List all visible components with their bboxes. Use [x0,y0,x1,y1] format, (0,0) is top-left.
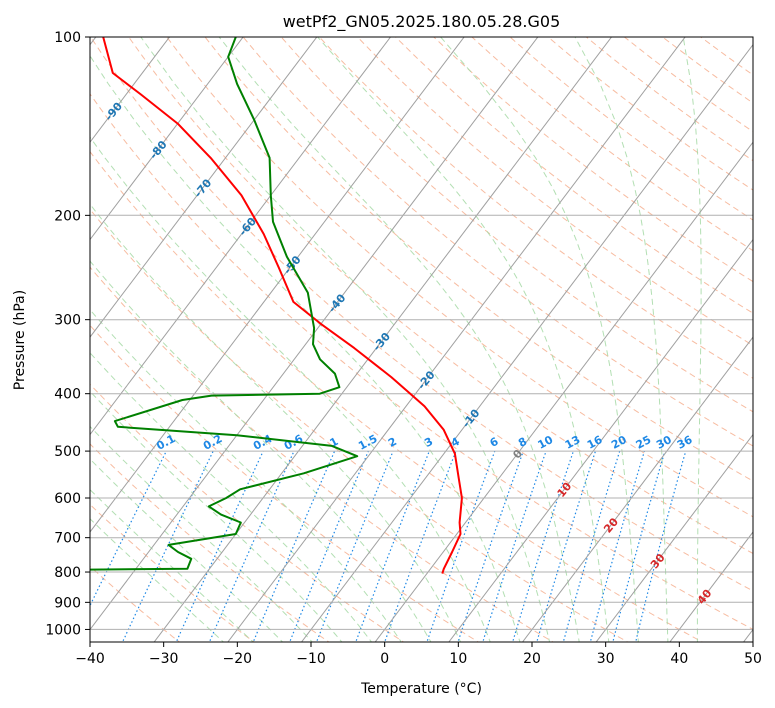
y-tick-label: 500 [54,444,81,460]
isotherm-line [300,43,753,642]
isotherm-line [227,37,686,642]
y-tick-label: 600 [54,491,81,507]
isotherm-line [448,238,753,642]
mixing-ratio-label: 13 [563,433,583,452]
mixing-ratio-line [511,450,574,642]
dry-adiabat [90,93,753,631]
isotherm-line [90,37,171,144]
mixing-ratio-label: 10 [536,433,556,452]
x-axis-ticks: −40 −30 −20 −10 0 10 20 30 40 50 [75,642,762,667]
dry-adiabat [128,37,753,554]
x-tick-label: −10 [296,651,326,667]
isotherm-line [521,336,753,642]
isotherm-line [90,37,465,533]
x-tick-label: 10 [449,651,467,667]
y-tick-label: 700 [54,531,81,547]
dry-adiabat [90,37,753,592]
mixing-ratio-line [289,450,369,642]
plot-frame [89,36,754,643]
profile-line [102,37,463,574]
dry-adiabat [319,37,753,379]
isotherm-line [153,37,613,642]
mixing-ratio-label: 16 [585,433,605,452]
x-tick-label: −30 [149,651,179,667]
y-axis-title: Pressure (hPa) [12,290,28,390]
y-tick-label: 100 [54,30,81,46]
x-tick-label: 40 [670,651,688,667]
dry-adiabat [395,37,753,314]
x-tick-label: 50 [744,651,762,667]
isotherm-line [669,531,753,642]
profile-series [90,37,463,574]
isotherm-line [374,141,753,642]
dry-adiabat [90,150,704,642]
profile-line [90,37,359,571]
y-tick-label: 300 [54,313,81,329]
mixing-ratio-line [426,450,496,642]
isotherm-line [595,433,753,642]
mixing-ratio-label: 30 [654,433,674,452]
y-tick-label: 800 [54,565,81,581]
x-tick-label: 0 [380,651,389,667]
y-tick-label: 900 [54,595,81,611]
y-tick-label: 200 [54,208,81,224]
isotherm-line [90,37,539,631]
mixing-ratio-label: 20 [609,433,629,452]
isotherms [90,37,753,642]
x-axis-title: Temperature (°C) [360,681,482,697]
y-axis-ticks: 1000 900 800 700 600 500 400 300 200 100 [45,30,90,638]
x-tick-label: 20 [523,651,541,667]
y-tick-label: 400 [54,387,81,403]
mixing-ratio-label: 36 [675,433,695,452]
mixing-ratio-line [589,450,645,642]
dry-adiabat [357,37,753,346]
dry-adiabat [166,37,753,518]
mixing-ratio-line [384,450,457,642]
mixing-ratio-line [482,450,547,642]
y-tick-label: 1000 [45,622,81,638]
moist-adiabat [90,425,313,642]
mixing-ratio-line [315,450,394,642]
x-tick-label: 30 [597,651,615,667]
mixing-ratio-line [612,450,666,642]
chart-title: wetPf2_GN05.2025.180.05.28.G05 [283,12,561,32]
x-tick-label: −20 [223,651,253,667]
mixing-ratio-line [355,450,430,642]
mixing-ratio-label: 25 [634,433,654,452]
x-tick-label: −40 [75,651,105,667]
dry-adiabat [204,37,753,482]
mixing-ratio-line [562,450,621,642]
pressure-gridlines [90,37,753,630]
isotherm-line [90,37,392,436]
isotherm-line [90,37,318,338]
plot-area: -100-90-80-70-60-50-40-30-20-10010203040… [90,37,753,642]
isotherm-line [90,37,244,241]
mixing-ratio-line [536,450,597,642]
